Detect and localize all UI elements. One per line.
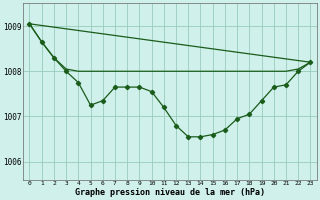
X-axis label: Graphe pression niveau de la mer (hPa): Graphe pression niveau de la mer (hPa) — [75, 188, 265, 197]
